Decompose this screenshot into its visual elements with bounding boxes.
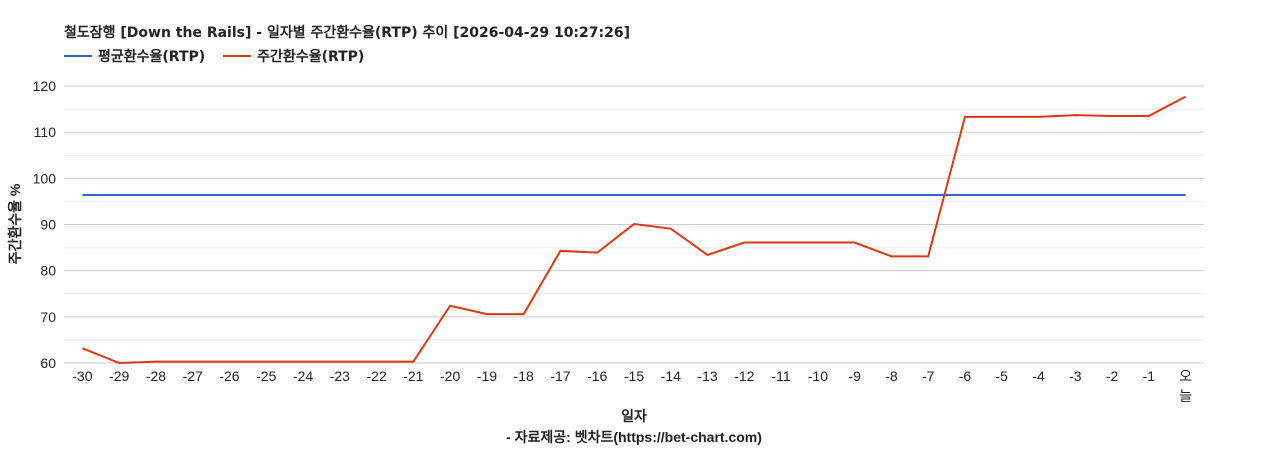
x-tick-label: -9 [848,368,861,384]
legend-swatch [223,55,252,57]
x-tick-label: -14 [661,368,681,384]
x-tick-label: -26 [219,368,239,384]
x-tick-label: -19 [477,368,497,384]
y-tick-label: 60 [40,355,56,371]
x-tick-label: -12 [734,368,754,384]
x-tick-label: -21 [403,368,423,384]
chart-title: 철도잠행 [Down the Rails] - 일자별 주간환수율(RTP) 추… [64,25,630,41]
legend-item-weekly[interactable]: 주간환수율(RTP) [223,46,364,66]
x-tick-label: -24 [293,368,313,384]
x-tick-label: -5 [996,368,1009,384]
x-tick-label: 늘 [1179,388,1192,404]
legend-label: 주간환수율(RTP) [257,49,365,65]
y-tick-label: 110 [34,124,57,140]
legend-item-average[interactable]: 평균환수율(RTP) [64,46,205,66]
x-tick-label: -18 [514,368,534,384]
x-tick-label: -11 [771,368,790,384]
y-tick-label: 70 [40,309,56,325]
y-axis-label: 주간환수율 % [7,183,23,264]
y-tick-label: 90 [40,217,56,233]
x-tick-label: -16 [587,368,607,384]
y-tick-label: 80 [40,263,56,279]
x-tick-label: -28 [146,368,166,384]
y-tick-label: 100 [33,170,57,186]
x-tick-label: -10 [808,368,828,384]
legend-label: 평균환수율(RTP) [98,49,206,65]
x-tick-label: -25 [256,368,276,384]
source-note: - 자료제공: 벳차트(https://bet-chart.com) [506,429,762,445]
x-tick-label: -27 [183,368,203,384]
x-tick-label: -1 [1143,368,1156,384]
x-axis-label: 일자 [621,408,647,424]
x-tick-label: -8 [885,368,898,384]
x-tick-label: -3 [1069,368,1082,384]
x-tick-label: -23 [330,368,350,384]
x-tick-label: -22 [366,368,386,384]
x-tick-label: -4 [1032,368,1045,384]
x-tick-label: -20 [440,368,460,384]
legend-swatch [64,55,92,57]
x-tick-label: -6 [959,368,972,384]
x-tick-label: -30 [72,368,92,384]
legend: 평균환수율(RTP) 주간환수율(RTP) [64,46,364,66]
x-tick-label: 오 [1179,368,1192,384]
y-tick-label: 120 [33,78,57,94]
x-tick-label: -15 [624,368,644,384]
x-tick-label: -2 [1106,368,1119,384]
x-tick-label: -29 [109,368,129,384]
x-tick-label: -13 [697,368,717,384]
x-tick-label: -7 [922,368,935,384]
x-tick-label: -17 [550,368,570,384]
series-line-1 [82,95,1187,365]
